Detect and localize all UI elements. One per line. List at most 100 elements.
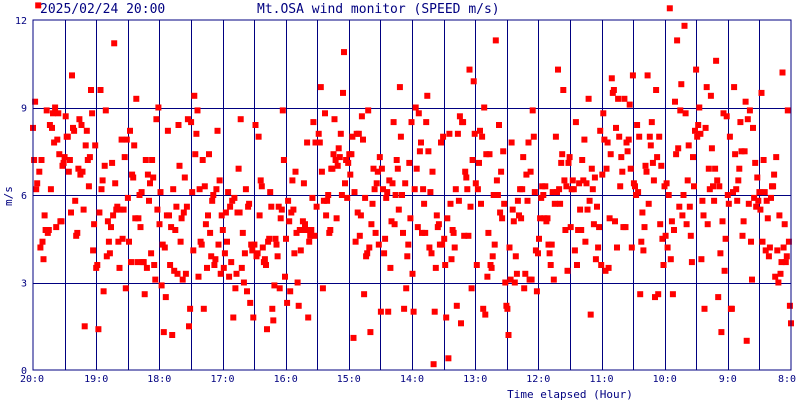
data-point — [235, 165, 242, 172]
data-point — [204, 264, 210, 271]
data-point — [247, 299, 254, 306]
data-point — [158, 282, 165, 289]
data-point — [43, 107, 50, 114]
data-point — [713, 57, 720, 64]
data-point — [401, 305, 408, 312]
data-point — [529, 107, 536, 114]
data-point — [528, 276, 535, 283]
data-point — [215, 241, 222, 248]
data-point — [350, 334, 357, 341]
data-point — [287, 288, 294, 295]
x-tick-label: 10:0 — [653, 374, 677, 385]
data-point — [688, 259, 695, 266]
data-point — [442, 262, 449, 268]
data-point — [89, 110, 96, 117]
data-point — [414, 224, 421, 231]
data-point — [687, 232, 694, 239]
data-point — [91, 221, 98, 228]
data-point — [695, 122, 702, 128]
data-point — [706, 186, 713, 193]
data-point — [309, 194, 316, 201]
data-point — [724, 192, 731, 198]
data-point — [78, 122, 85, 128]
data-point — [39, 238, 46, 245]
data-point — [507, 276, 514, 283]
data-point — [62, 113, 69, 120]
data-point — [676, 203, 683, 210]
data-point — [544, 215, 551, 222]
data-point — [610, 87, 617, 93]
data-point — [305, 314, 312, 321]
data-point — [513, 270, 520, 277]
data-point — [55, 110, 62, 117]
data-point — [196, 186, 203, 193]
data-point — [380, 186, 386, 193]
data-point — [331, 116, 338, 123]
data-point — [492, 37, 499, 44]
data-point — [726, 133, 733, 140]
data-point — [737, 119, 744, 126]
data-point — [634, 122, 641, 128]
data-point — [33, 186, 40, 193]
data-point — [88, 87, 94, 93]
data-point — [779, 69, 786, 76]
data-point — [590, 221, 597, 228]
data-point — [446, 130, 453, 137]
data-point — [133, 95, 140, 102]
data-point — [664, 244, 671, 251]
data-point — [173, 203, 180, 210]
data-point — [252, 122, 259, 128]
data-point — [512, 253, 519, 260]
data-point — [38, 157, 45, 163]
data-point — [599, 171, 606, 178]
x-tick-label: 13:0 — [463, 374, 487, 385]
data-point — [501, 200, 508, 207]
data-point — [518, 215, 525, 222]
data-point — [552, 133, 559, 140]
data-point — [635, 189, 642, 196]
data-point — [700, 212, 707, 219]
data-point — [208, 253, 215, 260]
data-point — [778, 259, 785, 266]
data-point — [548, 241, 555, 248]
data-point — [624, 148, 631, 155]
data-point — [640, 247, 647, 254]
x-tick-label: 20:0 — [20, 374, 44, 385]
data-point — [34, 180, 41, 187]
data-point — [655, 291, 662, 298]
data-point — [151, 262, 158, 268]
data-point — [47, 186, 54, 193]
data-point — [440, 133, 447, 140]
data-point — [405, 241, 412, 248]
data-point — [195, 273, 202, 280]
data-point — [677, 107, 684, 114]
data-point — [615, 95, 622, 102]
data-point — [690, 154, 696, 161]
data-point — [645, 200, 652, 207]
data-point — [370, 165, 377, 172]
data-point — [382, 235, 389, 242]
data-point — [581, 136, 588, 143]
data-point — [207, 229, 214, 236]
data-point — [191, 92, 198, 99]
data-point — [140, 259, 147, 266]
data-point — [612, 218, 618, 225]
data-point — [775, 279, 782, 286]
data-point — [628, 244, 635, 251]
data-point — [491, 241, 498, 248]
data-point — [385, 308, 392, 315]
data-point — [479, 133, 486, 140]
data-point — [61, 154, 68, 161]
data-point — [669, 291, 676, 298]
data-point — [49, 124, 55, 131]
data-point — [648, 119, 655, 126]
data-point — [92, 142, 99, 149]
data-point — [753, 203, 760, 210]
data-point — [101, 162, 108, 169]
data-point — [365, 107, 372, 114]
data-point — [481, 104, 488, 111]
data-point — [693, 66, 700, 73]
data-point — [81, 323, 88, 330]
data-point — [638, 238, 645, 245]
data-point — [272, 235, 279, 242]
